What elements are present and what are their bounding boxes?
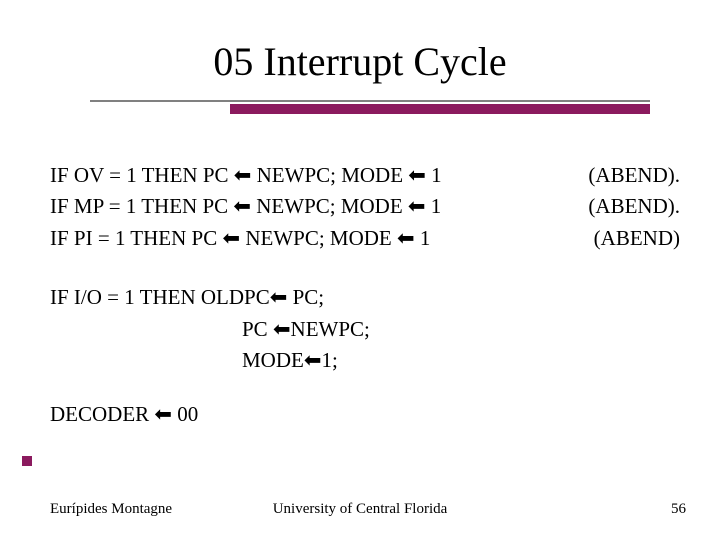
code-left: IF MP = 1 THEN PC ⬅ NEWPC; MODE ⬅ 1 [50, 191, 441, 222]
txt: NEWPC; [291, 317, 370, 341]
slide-title-wrap: 05 Interrupt Cycle [0, 38, 720, 85]
code-right: (ABEND). [588, 160, 680, 191]
arrow-left-icon: ⬅ [234, 164, 252, 187]
txt: 1; [321, 348, 337, 372]
code-line-3: IF PI = 1 THEN PC ⬅ NEWPC; MODE ⬅ 1 (ABE… [50, 223, 680, 254]
code-left: IF OV = 1 THEN PC ⬅ NEWPC; MODE ⬅ 1 [50, 160, 442, 191]
io-block: IF I/O = 1 THEN OLDPC⬅ PC; PC ⬅NEWPC; MO… [50, 282, 680, 376]
arrow-left-icon: ⬅ [222, 227, 240, 250]
body-content: IF OV = 1 THEN PC ⬅ NEWPC; MODE ⬅ 1 (ABE… [50, 160, 680, 430]
txt: PC; [287, 285, 324, 309]
txt: IF MP = 1 THEN PC [50, 194, 233, 218]
txt: 1 [426, 163, 442, 187]
code-line-2: IF MP = 1 THEN PC ⬅ NEWPC; MODE ⬅ 1 (ABE… [50, 191, 680, 222]
arrow-left-icon: ⬅ [408, 164, 426, 187]
code-right: (ABEND). [588, 191, 680, 222]
txt: NEWPC; MODE [251, 194, 408, 218]
txt: IF OV = 1 THEN PC [50, 163, 234, 187]
txt: MODE [242, 348, 304, 372]
txt: NEWPC; MODE [251, 163, 408, 187]
txt: PC [242, 317, 273, 341]
txt: IF I/O = 1 THEN OLDPC [50, 285, 270, 309]
slide-title: 05 Interrupt Cycle [0, 38, 720, 85]
code-line-decoder: DECODER ⬅ 00 [50, 399, 680, 430]
txt: IF PI = 1 THEN PC [50, 226, 222, 250]
arrow-left-icon: ⬅ [304, 349, 322, 372]
arrow-left-icon: ⬅ [154, 403, 172, 426]
code-right: (ABEND) [594, 223, 680, 254]
txt: 1 [415, 226, 431, 250]
arrow-left-icon: ⬅ [270, 286, 288, 309]
code-line-io3: MODE⬅1; [50, 345, 680, 376]
title-underline [90, 100, 650, 114]
txt: 1 [426, 194, 442, 218]
thick-rule [230, 104, 650, 114]
footer-page-number: 56 [671, 501, 686, 518]
arrow-left-icon: ⬅ [233, 195, 251, 218]
code-line-io1: IF I/O = 1 THEN OLDPC⬅ PC; [50, 282, 680, 313]
code-left: IF PI = 1 THEN PC ⬅ NEWPC; MODE ⬅ 1 [50, 223, 430, 254]
arrow-left-icon: ⬅ [273, 318, 291, 341]
arrow-left-icon: ⬅ [408, 195, 426, 218]
footer-org: University of Central Florida [0, 501, 720, 518]
txt: DECODER [50, 402, 154, 426]
arrow-left-icon: ⬅ [397, 227, 415, 250]
code-line-1: IF OV = 1 THEN PC ⬅ NEWPC; MODE ⬅ 1 (ABE… [50, 160, 680, 191]
thin-rule [90, 100, 650, 102]
txt: NEWPC; MODE [240, 226, 397, 250]
txt: 00 [172, 402, 198, 426]
square-bullet-icon [22, 456, 32, 466]
code-line-io2: PC ⬅NEWPC; [50, 314, 680, 345]
